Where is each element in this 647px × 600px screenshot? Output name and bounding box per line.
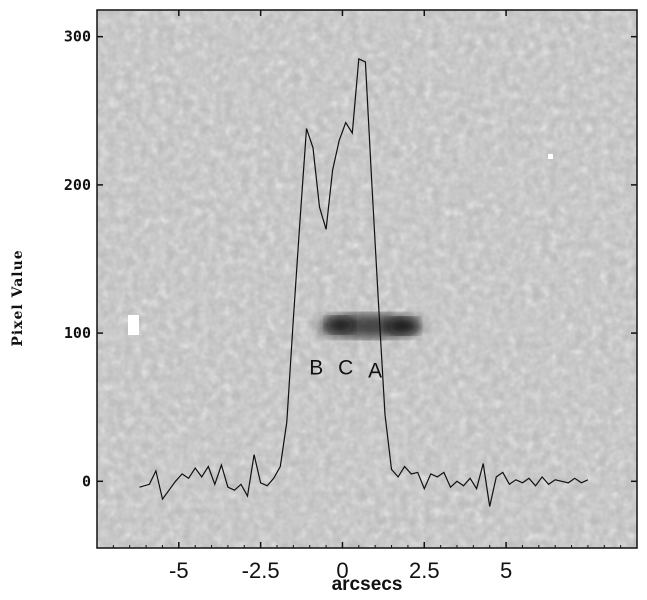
plot-frame: [96, 9, 638, 549]
x-tick-label: 0: [336, 558, 348, 583]
annotation-b: B: [309, 357, 323, 380]
annotation-c: C: [338, 357, 353, 380]
y-tick-label: 200: [64, 176, 91, 194]
y-tick-label: 100: [64, 324, 91, 342]
y-tick-label: 0: [82, 472, 91, 490]
series-line: [139, 58, 589, 507]
x-tick-label: 5: [500, 558, 512, 583]
x-tick-label: 2.5: [409, 558, 440, 583]
y-tick-label: 300: [64, 28, 91, 46]
annotation-a: A: [368, 360, 382, 383]
x-axis: -5 -2.5 0 2.5 5: [112, 10, 622, 583]
y-axis-label: Pixel Value: [10, 249, 26, 346]
x-tick-label: -2.5: [242, 558, 280, 583]
x-tick-label: -5: [169, 558, 189, 583]
hot-pixel: [128, 315, 139, 335]
x-axis-label: arcsecs: [332, 574, 403, 595]
y-axis: 0 100 200 300: [64, 28, 637, 490]
